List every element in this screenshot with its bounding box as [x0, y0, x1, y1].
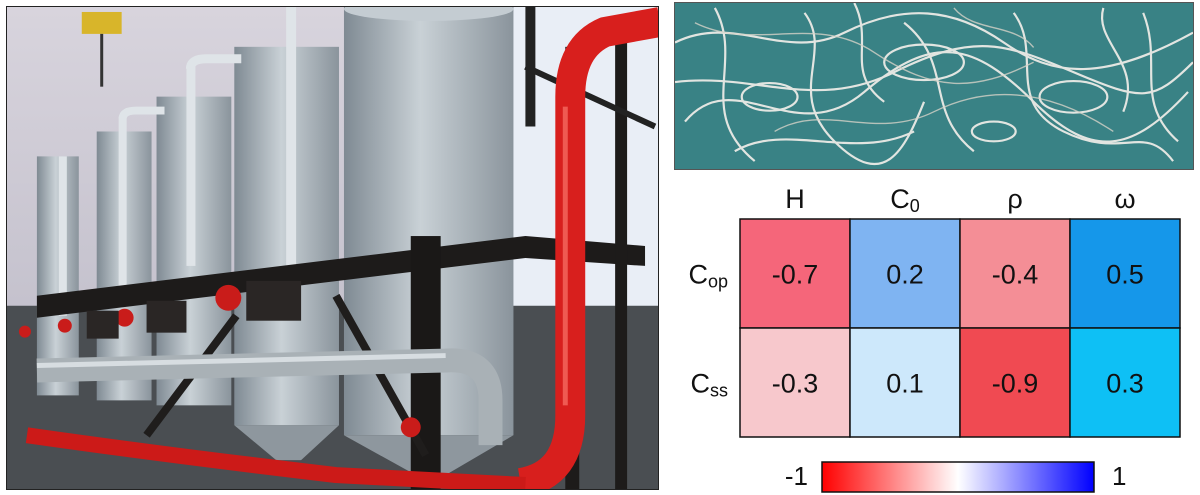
industrial-plant-photo: [6, 6, 659, 490]
cell-value-label: 0.1: [886, 369, 924, 399]
cell-value-label: 0.5: [1106, 260, 1144, 290]
heatmap-cell: [739, 218, 851, 329]
cell-value-label: 0.3: [1106, 369, 1144, 399]
heatmap-cell: [849, 218, 961, 329]
cell-value-label: -0.4: [992, 260, 1039, 290]
column-header-label: H: [785, 184, 805, 214]
column-header-label: C0: [890, 184, 920, 216]
row-header-label: Css: [691, 369, 729, 401]
heatmap-cell: [739, 327, 851, 438]
heatmap-cell: [1069, 218, 1181, 329]
cell-value-label: -0.3: [772, 369, 819, 399]
fiber-sample-photo: [674, 2, 1194, 170]
cell-value-label: 0.2: [886, 260, 924, 290]
column-header-label: ω: [1114, 184, 1135, 214]
colorbar-gradient: [821, 461, 1095, 493]
heatmap-cell: [959, 218, 1071, 329]
colorbar-max-label: 1: [1112, 461, 1126, 491]
column-header-label: ρ: [1007, 184, 1022, 214]
cell-value-label: -0.7: [772, 260, 819, 290]
colorbar-min-label: -1: [785, 461, 808, 491]
heatmap-cell: [1069, 327, 1181, 438]
heatmap-cell: [959, 327, 1071, 438]
heatmap-cell: [849, 327, 961, 438]
row-header-label: Cop: [688, 260, 728, 292]
cell-value-label: -0.9: [992, 369, 1039, 399]
